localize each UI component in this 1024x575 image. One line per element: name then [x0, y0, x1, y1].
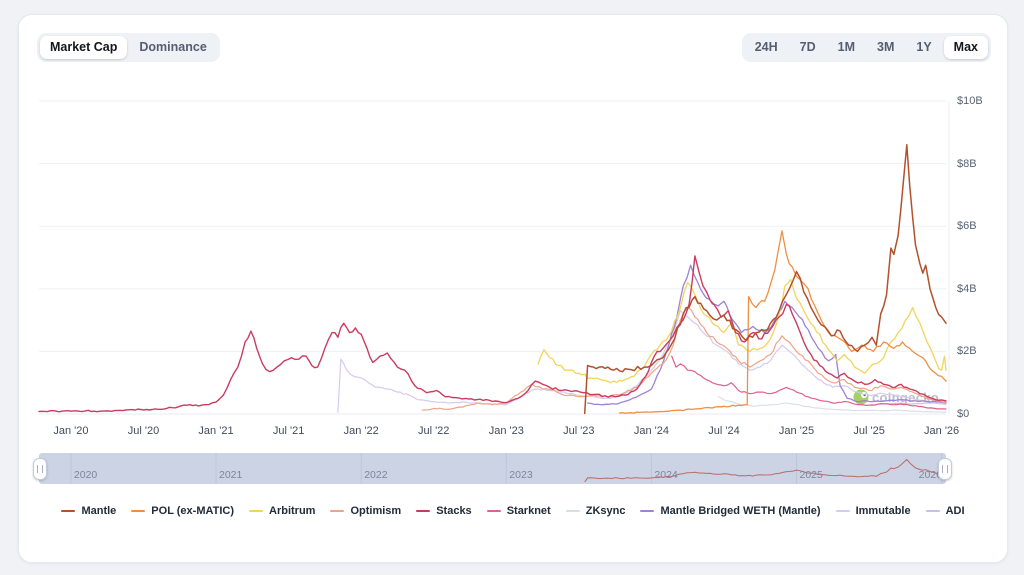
- navigator-handle-left[interactable]: [33, 457, 47, 480]
- legend-label: Arbitrum: [269, 505, 316, 517]
- x-tick-label: Jan '20: [53, 425, 89, 437]
- legend-label: Starknet: [506, 505, 551, 517]
- legend-label: Stacks: [436, 505, 472, 517]
- metric-toggle: Market Cap Dominance: [37, 33, 220, 62]
- x-tick-label: Jul '23: [563, 425, 595, 437]
- navigator-year-label: 2024: [654, 469, 678, 481]
- range-7d[interactable]: 7D: [790, 36, 826, 59]
- legend-item-arbitrum[interactable]: Arbitrum: [249, 505, 315, 517]
- chart-card: Market Cap Dominance 24H 7D 1M 3M 1Y Max…: [18, 14, 1008, 563]
- range-max[interactable]: Max: [943, 36, 988, 59]
- x-tick-label: Jan '24: [633, 425, 669, 437]
- navigator-year-label: 2020: [73, 469, 98, 481]
- x-tick-label: Jul '25: [853, 425, 885, 437]
- legend-swatch-icon: [565, 509, 580, 513]
- range-3m[interactable]: 3M: [867, 36, 904, 59]
- legend-label: Mantle: [81, 505, 117, 517]
- y-tick-label: $10B: [957, 95, 983, 107]
- legend-item-immutable[interactable]: Immutable: [835, 505, 911, 517]
- chart-header: Market Cap Dominance 24H 7D 1M 3M 1Y Max: [19, 15, 1007, 81]
- legend-swatch-icon: [416, 509, 431, 513]
- chart-legend: Mantle POL (ex-MATIC) Arbitrum Optimism Stac…: [19, 505, 1007, 517]
- legend-swatch-icon: [925, 509, 940, 513]
- chart-plot-area[interactable]: [39, 91, 946, 414]
- legend-swatch-icon: [835, 509, 850, 513]
- legend-item-starknet[interactable]: Starknet: [486, 505, 551, 517]
- tab-dominance[interactable]: Dominance: [129, 36, 216, 59]
- x-tick-label: Jan '21: [198, 425, 234, 437]
- x-tick-label: Jul '24: [708, 425, 740, 437]
- legend-swatch-icon: [486, 509, 501, 513]
- chart-navigator[interactable]: 2020 2021 2022 2023 2024 2025 2026: [33, 453, 952, 484]
- legend-swatch-icon: [330, 509, 345, 513]
- x-tick-label: Jul '22: [417, 425, 450, 437]
- legend-swatch-icon: [131, 509, 146, 513]
- x-tick-label: Jan '22: [343, 425, 379, 437]
- legend-label: POL (ex-MATIC): [151, 505, 235, 517]
- x-tick-label: Jan '26: [924, 425, 960, 437]
- legend-item-mantle[interactable]: Mantle: [61, 505, 116, 517]
- y-tick-label: $6B: [957, 220, 977, 233]
- legend-label: Optimism: [350, 505, 402, 517]
- legend-item-stacks[interactable]: Stacks: [416, 505, 472, 517]
- legend-label: ZKsync: [585, 505, 626, 517]
- handle-grip-icon: [942, 464, 948, 473]
- y-tick-label: $0: [957, 408, 970, 420]
- legend-label: Immutable: [855, 505, 911, 517]
- navigator-year-label: 2025: [799, 469, 823, 481]
- navigator-preview-line: [584, 458, 946, 483]
- navigator-handle-right[interactable]: [938, 457, 952, 480]
- y-tick-label: $8B: [957, 157, 977, 170]
- legend-label: Mantle Bridged WETH (Mantle): [660, 505, 821, 517]
- handle-grip-icon: [37, 464, 43, 473]
- navigator-year-label: 2023: [509, 469, 533, 481]
- y-tick-label: $4B: [957, 282, 977, 295]
- range-24h[interactable]: 24H: [745, 36, 788, 59]
- navigator-year-label: 2021: [219, 469, 243, 481]
- x-tick-label: Jan '25: [778, 425, 815, 437]
- x-tick-label: Jul '20: [127, 425, 160, 437]
- navigator-year-label: 2022: [364, 469, 388, 481]
- tab-market-cap[interactable]: Market Cap: [40, 36, 128, 59]
- legend-item-zksync[interactable]: ZKsync: [565, 505, 626, 517]
- y-tick-label: $2B: [957, 345, 977, 358]
- range-selector: 24H 7D 1M 3M 1Y Max: [741, 33, 991, 62]
- x-tick-label: Jan '23: [488, 425, 524, 437]
- legend-item-adi[interactable]: ADI: [925, 505, 965, 517]
- legend-swatch-icon: [61, 509, 76, 513]
- navigator-preview: [70, 453, 946, 484]
- range-1m[interactable]: 1M: [828, 36, 865, 59]
- navigator-year-label: 2026: [918, 469, 942, 481]
- legend-label: ADI: [945, 505, 965, 517]
- legend-item-pol-ex-matic[interactable]: POL (ex-MATIC): [131, 505, 234, 517]
- legend-item-optimism[interactable]: Optimism: [330, 505, 401, 517]
- range-1y[interactable]: 1Y: [906, 36, 941, 59]
- legend-swatch-icon: [249, 509, 264, 513]
- legend-item-mantle-bridged-weth-mantle[interactable]: Mantle Bridged WETH (Mantle): [640, 505, 821, 517]
- x-tick-label: Jul '21: [272, 425, 305, 437]
- legend-swatch-icon: [640, 509, 655, 513]
